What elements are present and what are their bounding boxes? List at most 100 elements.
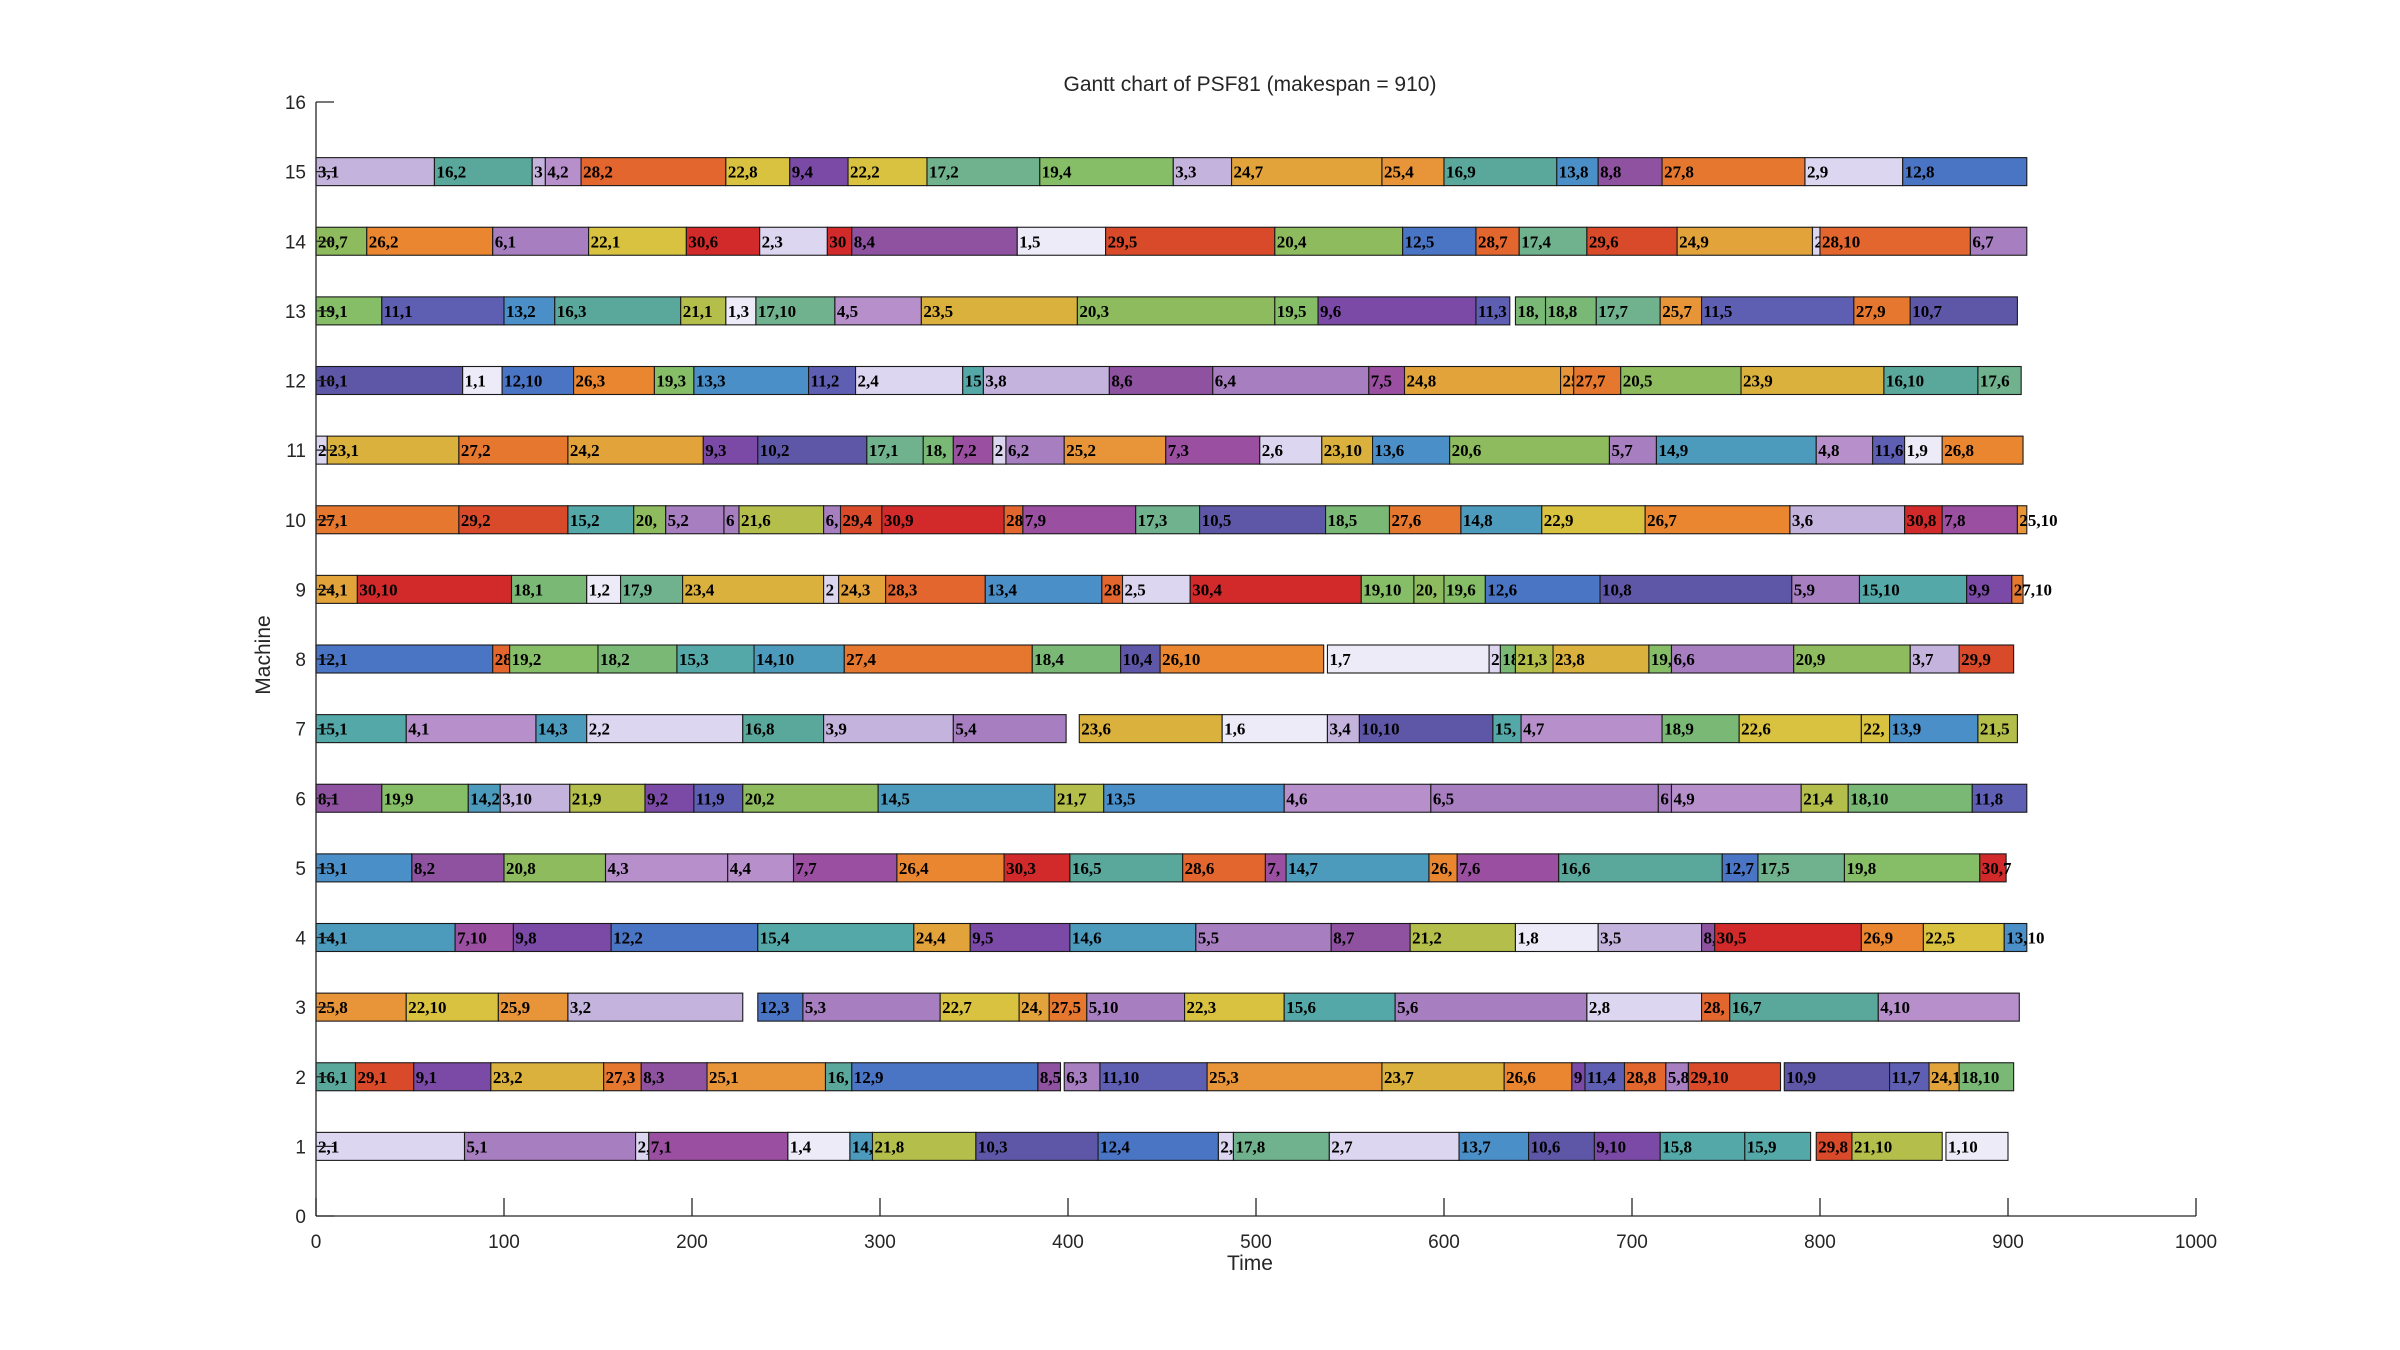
task-label-m2-5: 8,3 [643, 1068, 664, 1087]
task-bar-m14-3 [588, 226, 687, 256]
task-bar-m2-2 [413, 1062, 492, 1092]
task-label-m3-2: 25,9 [500, 998, 530, 1017]
task-label-m13-16: 25,7 [1662, 302, 1692, 321]
task-bar-m5-7 [1003, 853, 1071, 883]
task-bar-m5-15 [1721, 853, 1759, 883]
task-bar-m3-12 [1394, 992, 1588, 1022]
task-label-m8-19: 29,9 [1961, 650, 1991, 669]
y-tick-label: 2 [295, 1068, 306, 1089]
task-bar-m14-18 [1969, 226, 2028, 256]
task-label-m15-9: 19,4 [1042, 163, 1072, 182]
task-label-m8-17: 20,9 [1796, 650, 1826, 669]
task-bar-m3-10 [1184, 992, 1285, 1022]
y-tick-label: 1 [295, 1137, 306, 1158]
task-label-m14-2: 6,1 [495, 232, 516, 251]
task-label-m7-13: 18,9 [1664, 720, 1694, 739]
task-label-m9-18: 5,9 [1794, 580, 1815, 599]
task-label-m4-12: 3,5 [1600, 929, 1621, 948]
y-axis-label: Machine [252, 615, 275, 694]
task-bar-m11-4 [702, 435, 759, 465]
task-label-m12-16: 20,5 [1623, 372, 1653, 391]
task-label-m11-8: 7,2 [955, 441, 976, 460]
task-label-m5-4: 4,4 [730, 859, 752, 878]
task-bar-m5-18 [1979, 853, 2007, 883]
task-label-m14-13: 17,4 [1521, 232, 1551, 251]
x-tick-label: 600 [1428, 1232, 1460, 1253]
task-bar-m12-10 [1108, 365, 1214, 396]
task-bar-m3-8 [1048, 992, 1088, 1022]
x-tick-label: 500 [1240, 1232, 1272, 1253]
task-bar-m14-12 [1475, 226, 1520, 256]
y-tick-label: 8 [295, 650, 306, 671]
task-bar-m14-7 [851, 226, 1018, 256]
y-tick-label: 14 [285, 232, 307, 253]
task-bar-m11-21 [1904, 435, 1943, 465]
task-label-m4-15: 26,9 [1863, 929, 1893, 948]
task-bar-m2-23 [1958, 1062, 2015, 1092]
task-label-m12-2: 12,10 [504, 372, 542, 391]
task-label-m10-6: 21,6 [741, 511, 771, 530]
task-bar-m15-4 [580, 157, 727, 187]
task-bar-m4-8 [1195, 922, 1332, 953]
task-bar-m7-2 [535, 714, 588, 744]
task-bar-m13-14 [1544, 296, 1597, 326]
task-label-m1-18: 21,10 [1854, 1137, 1892, 1156]
task-label-m5-16: 17,5 [1760, 859, 1790, 878]
task-label-m2-10: 6,3 [1066, 1068, 1087, 1087]
task-label-m15-11: 24,7 [1234, 163, 1264, 182]
task-label-m11-17: 5,7 [1611, 441, 1633, 460]
task-bar-m12-13 [1403, 365, 1562, 396]
task-bar-m7-8 [1221, 714, 1328, 744]
task-label-m12-11: 6,4 [1215, 372, 1237, 391]
task-bar-m10-22 [2016, 505, 2028, 535]
task-label-m6-17: 11,8 [1974, 789, 2003, 808]
task-label-m14-15: 24,9 [1679, 232, 1709, 251]
task-bar-m7-3 [586, 714, 744, 744]
task-label-m9-14: 20, [1416, 580, 1437, 599]
task-bar-m13-11 [1317, 296, 1477, 326]
task-bar-m15-18 [1902, 157, 2028, 187]
task-label-m15-14: 13,8 [1559, 163, 1589, 182]
task-label-m1-12: 13,7 [1461, 1137, 1491, 1156]
task-bar-m14-5 [759, 226, 828, 256]
task-bar-m9-14 [1413, 574, 1445, 604]
task-label-m4-6: 9,5 [972, 929, 993, 948]
task-bar-m1-8 [1097, 1131, 1219, 1161]
task-bar-m9-19 [1858, 574, 1968, 604]
task-label-m10-1: 29,2 [461, 511, 491, 530]
task-label-m3-5: 5,3 [805, 998, 826, 1017]
task-label-m4-1: 7,10 [457, 929, 487, 948]
task-label-m1-19: 1,10 [1948, 1137, 1978, 1156]
task-bar-m14-2 [492, 226, 590, 256]
task-bar-m13-4 [680, 296, 727, 326]
task-label-m2-4: 27,3 [606, 1068, 636, 1087]
task-bar-m1-14 [1593, 1131, 1661, 1161]
task-bar-m14-4 [685, 226, 761, 256]
task-label-m11-3: 24,2 [570, 441, 600, 460]
task-bar-m13-19 [1909, 296, 2018, 326]
task-label-m14-16: 2 [1814, 232, 1823, 251]
task-label-m3-16: 4,10 [1880, 998, 1910, 1017]
task-label-m7-3: 2,2 [589, 720, 610, 739]
task-label-m13-15: 17,7 [1598, 302, 1628, 321]
task-label-m13-7: 4,5 [837, 302, 858, 321]
task-bar-m15-0 [315, 157, 435, 187]
task-label-m15-15: 8,8 [1600, 163, 1621, 182]
task-label-m2-23: 18,10 [1961, 1068, 1999, 1087]
task-label-m10-7: 6, [826, 511, 839, 530]
task-label-m11-2: 27,2 [461, 441, 491, 460]
task-bar-m5-8 [1069, 853, 1184, 883]
task-bar-m5-11 [1285, 853, 1430, 883]
task-label-m11-13: 2,6 [1262, 441, 1283, 460]
task-label-m1-1: 5,1 [467, 1137, 488, 1156]
task-bar-m9-15 [1443, 574, 1486, 604]
task-bar-m7-6 [952, 714, 1067, 744]
task-label-m1-13: 10,6 [1531, 1137, 1561, 1156]
task-label-m11-15: 13,6 [1375, 441, 1405, 460]
task-label-m9-16: 12,6 [1487, 580, 1517, 599]
task-label-m13-19: 10,7 [1912, 302, 1942, 321]
task-label-m12-3: 26,3 [576, 372, 606, 391]
task-label-m15-5: 22,8 [728, 163, 758, 182]
x-tick-label: 200 [676, 1232, 708, 1253]
task-bar-m4-11 [1514, 922, 1599, 953]
